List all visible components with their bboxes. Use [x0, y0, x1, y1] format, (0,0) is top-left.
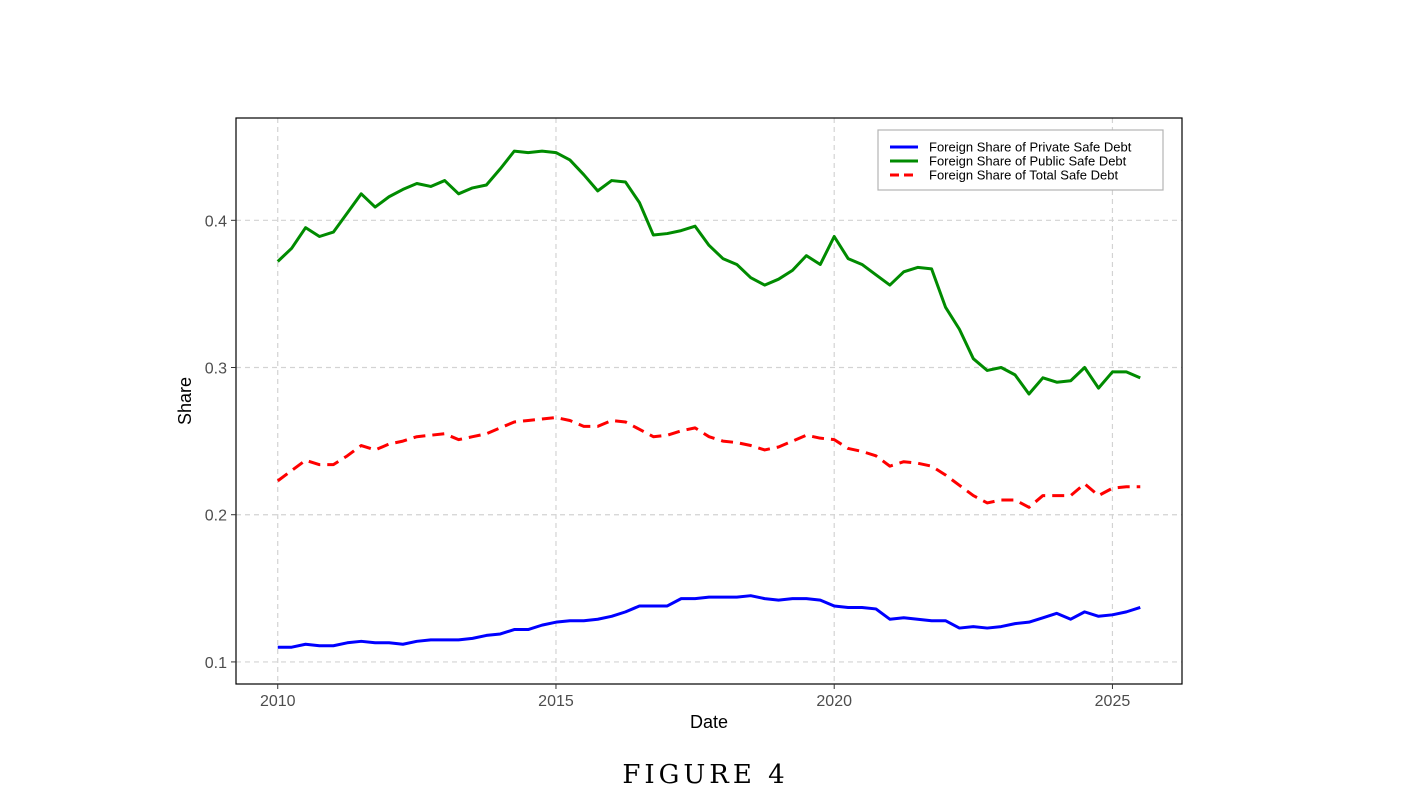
- series-line-foreign-share-of-private-safe-debt: [277, 594, 1141, 649]
- figure-caption: FIGURE 4: [622, 760, 789, 790]
- legend-label: Foreign Share of Private Safe Debt: [929, 140, 1132, 155]
- y-tick-label: 0.2: [205, 508, 227, 525]
- y-tick-label: 0.1: [205, 655, 227, 672]
- legend-label: Foreign Share of Public Safe Debt: [929, 154, 1127, 169]
- series-lines: [276, 149, 1141, 649]
- x-tick-label: 2025: [1095, 693, 1131, 710]
- legend: Foreign Share of Private Safe DebtForeig…: [877, 129, 1164, 191]
- x-tick-label: 2010: [260, 693, 296, 710]
- x-axis-title: Date: [690, 712, 728, 732]
- y-tick-label: 0.4: [205, 213, 227, 230]
- x-tick-label: 2020: [816, 693, 852, 710]
- legend-box: [877, 129, 1164, 191]
- plot-frame: [235, 117, 1183, 685]
- series-line-foreign-share-of-total-safe-debt: [276, 416, 1141, 509]
- x-tick-label: 2015: [538, 693, 574, 710]
- legend-label: Foreign Share of Total Safe Debt: [929, 168, 1118, 183]
- y-axis-title: Share: [175, 377, 195, 425]
- grid-lines: [236, 118, 1182, 684]
- y-tick-label: 0.3: [205, 361, 227, 378]
- axes: 2010 2015 2020 2025 0.1 0.2 0.3 0.4: [205, 213, 1131, 710]
- series-line-foreign-share-of-public-safe-debt: [276, 149, 1141, 396]
